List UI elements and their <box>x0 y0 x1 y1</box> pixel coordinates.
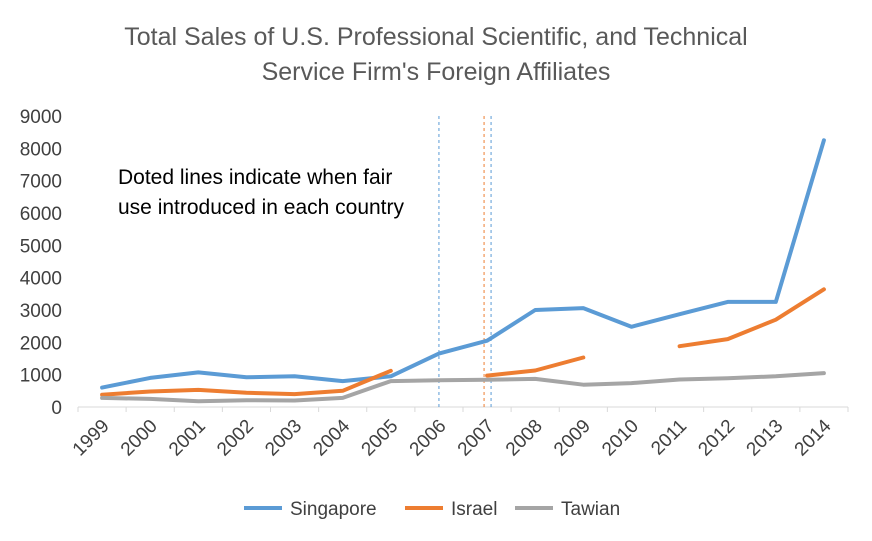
x-tick-label: 2013 <box>743 416 788 461</box>
x-tick-label: 2011 <box>647 416 691 460</box>
y-tick-label: 4000 <box>20 269 62 290</box>
legend-label-tawian: Tawian <box>561 499 620 520</box>
x-tick-label: 2002 <box>213 416 258 461</box>
x-tick-label: 2004 <box>309 415 354 460</box>
y-tick-label: 5000 <box>20 236 62 257</box>
x-tick-label: 2008 <box>502 416 547 461</box>
legend-label-israel: Israel <box>451 499 497 520</box>
y-tick-label: 8000 <box>20 139 62 160</box>
y-tick-label: 9000 <box>20 107 62 128</box>
y-tick-label: 7000 <box>20 172 62 193</box>
x-tick-label: 2001 <box>165 416 210 461</box>
x-tick-label: 1999 <box>69 416 114 461</box>
x-tick-label: 2010 <box>598 416 643 461</box>
axes-group: 0 1000 2000 3000 4000 5000 6000 7000 8000 9000 199… <box>20 107 849 461</box>
legend: Singapore Israel Tawian <box>244 499 620 520</box>
y-tick-label: 6000 <box>20 204 62 225</box>
chart-title-line-1: Total Sales of U.S. Professional Scienti… <box>124 23 747 51</box>
y-tick-label: 3000 <box>20 301 62 322</box>
series-group <box>100 138 826 404</box>
x-tick-label: 2005 <box>358 416 403 461</box>
fair-use-markers <box>438 116 492 407</box>
y-tick-label: 2000 <box>20 333 62 354</box>
series-line-israel <box>677 287 826 349</box>
y-tick-label: 1000 <box>20 366 62 387</box>
x-tick-label: 2014 <box>791 415 836 460</box>
series-line-israel <box>100 368 393 397</box>
x-tick-label: 2009 <box>550 416 595 461</box>
series-line-israel <box>485 355 586 378</box>
chart-title-line-2: Service Firm's Foreign Affiliates <box>262 58 611 86</box>
x-tick-label: 2007 <box>454 416 499 461</box>
x-tick-label: 2003 <box>261 416 306 461</box>
series-line-singapore <box>100 138 826 390</box>
annotation-line-2: use introduced in each country <box>118 196 405 219</box>
x-tick-label: 2000 <box>117 416 162 461</box>
annotation-line-1: Doted lines indicate when fair <box>118 166 392 189</box>
x-tick-label: 2006 <box>406 416 451 461</box>
series-line-tawian <box>100 371 826 404</box>
legend-label-singapore: Singapore <box>290 499 377 520</box>
y-tick-label: 0 <box>51 398 62 419</box>
x-tick-label: 2012 <box>694 416 739 461</box>
